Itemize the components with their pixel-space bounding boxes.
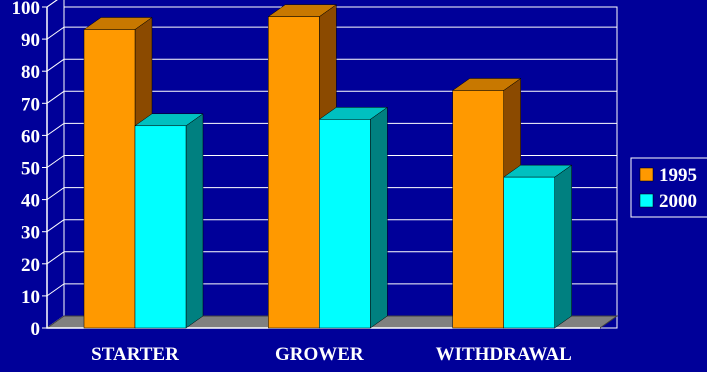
gridline-side bbox=[46, 58, 65, 72]
legend-label: 2000 bbox=[659, 191, 697, 212]
gridline-side bbox=[46, 219, 65, 233]
y-tick-label: 30 bbox=[21, 223, 40, 244]
legend-swatch bbox=[639, 167, 654, 182]
left-wall bbox=[46, 0, 65, 329]
gridline-side bbox=[46, 283, 65, 297]
y-tick-label: 0 bbox=[31, 319, 41, 340]
y-tick-label: 10 bbox=[21, 287, 40, 308]
y-tick-label: 70 bbox=[21, 94, 40, 115]
gridline-side bbox=[46, 155, 65, 168]
y-tick-label: 90 bbox=[21, 30, 40, 51]
x-tick-label: GROWER bbox=[275, 344, 364, 365]
gridline-side bbox=[46, 26, 65, 40]
bar bbox=[503, 176, 555, 329]
x-tick-label: WITHDRAWAL bbox=[436, 344, 572, 365]
bar bbox=[319, 119, 371, 329]
gridline-side bbox=[46, 122, 65, 136]
legend-swatch bbox=[639, 193, 654, 208]
bar bbox=[83, 29, 136, 329]
gridline-side bbox=[46, 187, 65, 201]
legend-label: 1995 bbox=[659, 165, 697, 186]
y-tick-label: 80 bbox=[21, 62, 40, 83]
bar bbox=[452, 90, 504, 329]
gridline-side bbox=[46, 90, 65, 104]
bar bbox=[268, 16, 320, 329]
gridline-side bbox=[46, 251, 65, 265]
y-tick-label: 40 bbox=[21, 191, 40, 212]
x-tick-label: STARTER bbox=[91, 344, 179, 365]
bar-side bbox=[370, 106, 388, 329]
bar-side bbox=[554, 164, 572, 329]
y-tick-label: 20 bbox=[21, 255, 40, 276]
bar bbox=[134, 125, 187, 329]
gridline-side bbox=[46, 0, 58, 8]
y-tick-label: 50 bbox=[21, 159, 40, 180]
y-tick-label: 100 bbox=[12, 0, 41, 19]
bar-side bbox=[185, 113, 204, 329]
y-tick-label: 60 bbox=[21, 126, 40, 147]
